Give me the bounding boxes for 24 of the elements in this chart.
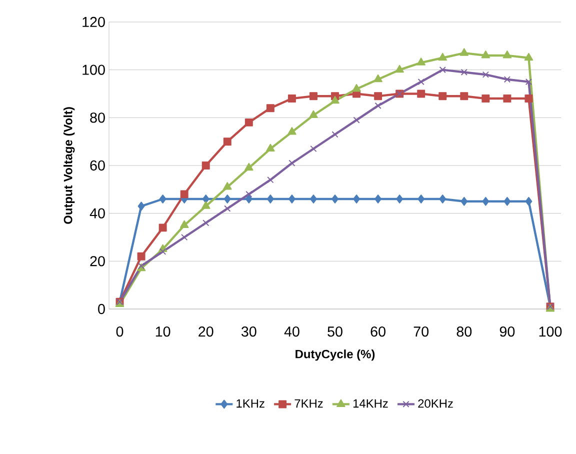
y-tick-label: 60 <box>90 160 105 171</box>
legend-label: 7KHz <box>294 399 323 408</box>
x-tick-label: 80 <box>456 326 472 337</box>
y-tick-label: 0 <box>98 304 105 314</box>
legend-label: 20KHz <box>418 399 453 408</box>
y-tick-label: 20 <box>90 256 105 266</box>
x-tick-label: 50 <box>328 326 342 337</box>
legend-label: 1KHz <box>236 399 264 408</box>
x-tick-label: 70 <box>414 326 429 337</box>
x-tick-label: 60 <box>370 326 386 337</box>
x-tick-label: 0 <box>116 326 124 337</box>
x-tick-label: 40 <box>284 326 300 337</box>
legend-label: 14KHz <box>353 399 388 408</box>
x-axis-title: DutyCycle (%) <box>296 350 375 361</box>
x-tick-label: 20 <box>198 326 214 337</box>
y-axis-title: Output Voltage (Volt) <box>64 107 75 224</box>
x-tick-label: 100 <box>539 326 562 337</box>
y-tick-label: 80 <box>90 112 105 123</box>
x-tick-label: 30 <box>241 326 256 337</box>
x-tick-label: 90 <box>500 326 515 337</box>
y-tick-label: 40 <box>90 208 105 218</box>
y-tick-label: 120 <box>82 16 105 28</box>
x-tick-label: 10 <box>156 326 170 337</box>
y-tick-label: 100 <box>82 64 105 75</box>
